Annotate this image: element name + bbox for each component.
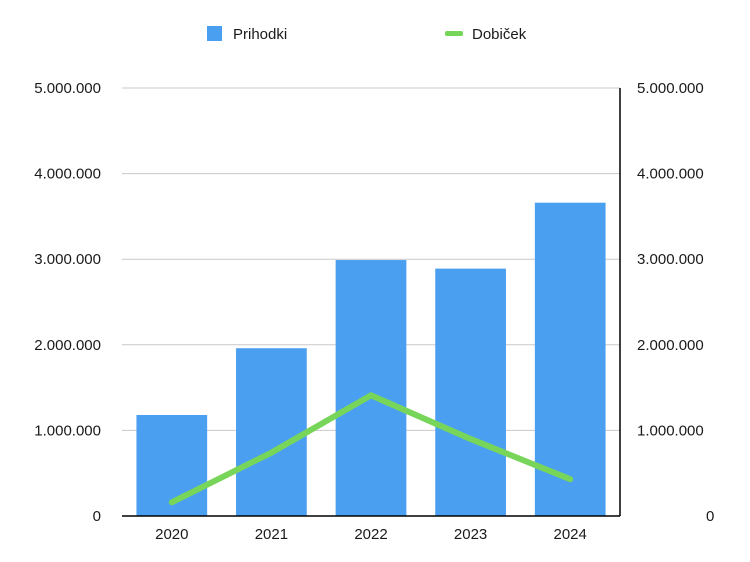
y2-tick-label: 3.000.000	[637, 251, 704, 268]
x-axis-ticks: 2020 2021 2022 2023 2024	[155, 526, 587, 543]
y2-tick-label: 1.000.000	[637, 422, 704, 439]
line-series-dobicek	[168, 392, 574, 506]
y-tick-label: 5.000.000	[34, 80, 101, 97]
x-tick-label: 2023	[454, 526, 487, 543]
y-tick-label: 3.000.000	[34, 251, 101, 268]
bar-prihodki-2021	[236, 348, 307, 516]
legend: Prihodki Dobiček	[207, 26, 527, 43]
y2-tick-label: 2.000.000	[637, 337, 704, 354]
bar-prihodki-2023	[435, 268, 506, 516]
y-axis-left-ticks: 0 1.000.000 2.000.000 3.000.000 4.000.000 5.0…	[34, 80, 101, 525]
y2-tick-label: 4.000.000	[637, 166, 704, 183]
y2-tick-label: 0	[706, 508, 714, 525]
y-tick-label: 1.000.000	[34, 422, 101, 439]
legend-label-dobicek: Dobiček	[472, 26, 527, 43]
bar-prihodki-2022	[335, 260, 407, 516]
bar-series-prihodki	[136, 202, 606, 517]
y-tick-label: 4.000.000	[34, 166, 101, 183]
legend-swatch-dobicek	[445, 31, 463, 36]
y-axis-right-ticks: 0 1.000.000 2.000.000 3.000.000 4.000.000 5.0…	[637, 80, 714, 525]
x-tick-label: 2021	[255, 526, 288, 543]
bar-prihodki-2024	[534, 202, 606, 517]
x-tick-label: 2022	[354, 526, 387, 543]
y-tick-label: 2.000.000	[34, 337, 101, 354]
x-tick-label: 2020	[155, 526, 188, 543]
axes	[122, 88, 621, 517]
legend-swatch-prihodki	[207, 26, 222, 41]
x-tick-label: 2024	[554, 526, 587, 543]
y2-tick-label: 5.000.000	[637, 80, 704, 97]
y-tick-label: 0	[93, 508, 101, 525]
legend-label-prihodki: Prihodki	[233, 26, 287, 43]
